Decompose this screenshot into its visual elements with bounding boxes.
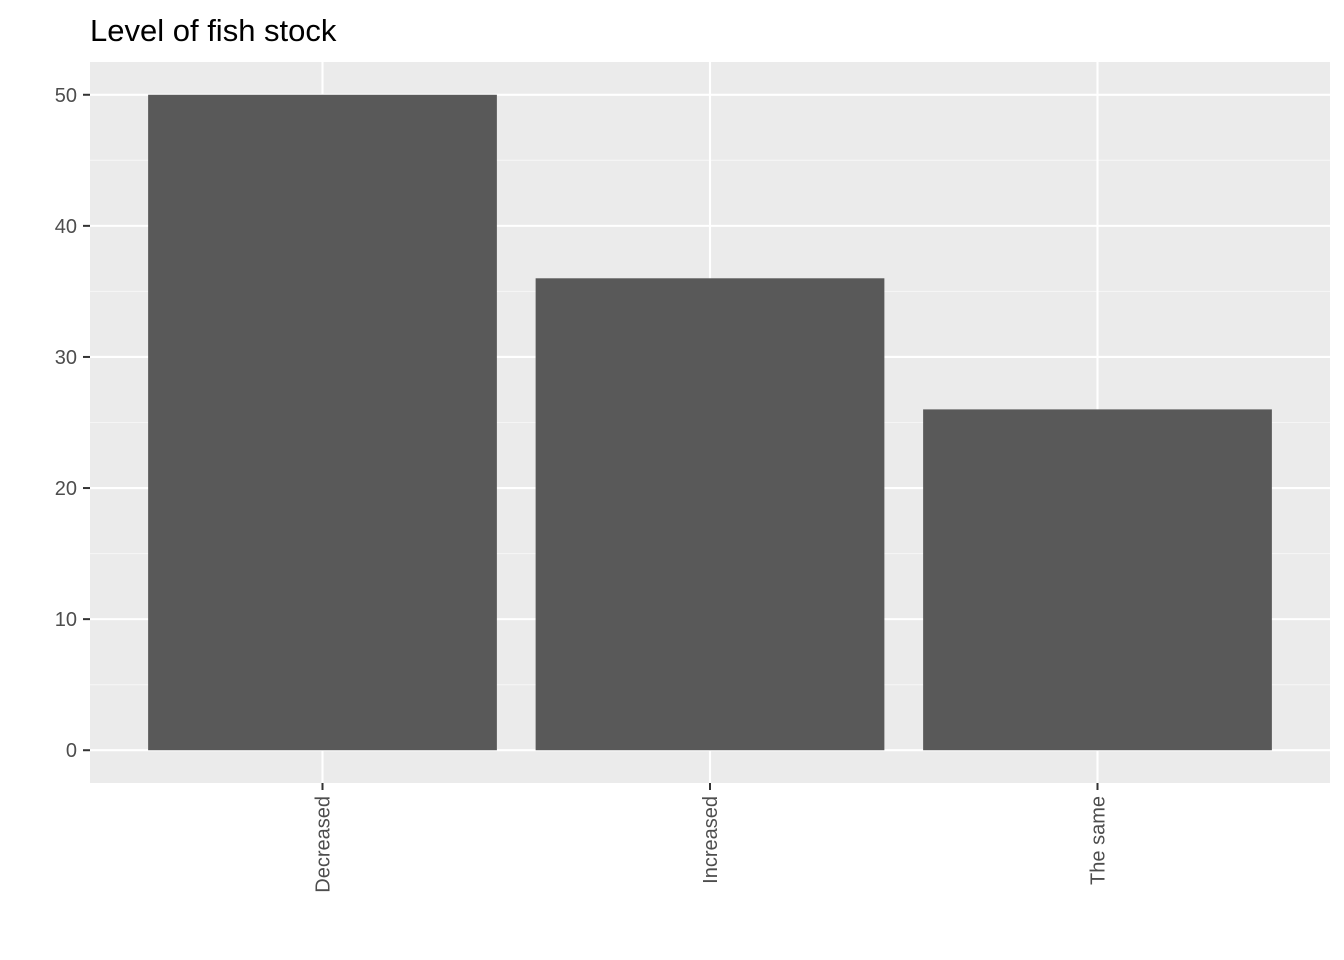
y-tick-label: 30	[55, 347, 77, 369]
x-tick-label: Decreased	[313, 796, 335, 893]
y-tick-label: 10	[55, 609, 77, 631]
y-tick-label: 0	[66, 740, 77, 762]
y-tick-label: 20	[55, 478, 77, 500]
bars	[148, 94, 1272, 751]
x-axis: Decreased Increased The same	[313, 783, 1110, 893]
chart-title: Level of fish stock	[90, 13, 337, 48]
bar	[923, 409, 1272, 751]
x-tick-label: Increased	[700, 796, 722, 884]
x-tick-label: The same	[1088, 796, 1110, 885]
bar	[148, 94, 497, 751]
bar	[535, 278, 885, 751]
y-axis: 0 10 20 30 40 50	[55, 85, 90, 762]
y-tick-label: 50	[55, 85, 77, 107]
y-tick-label: 40	[55, 216, 77, 238]
